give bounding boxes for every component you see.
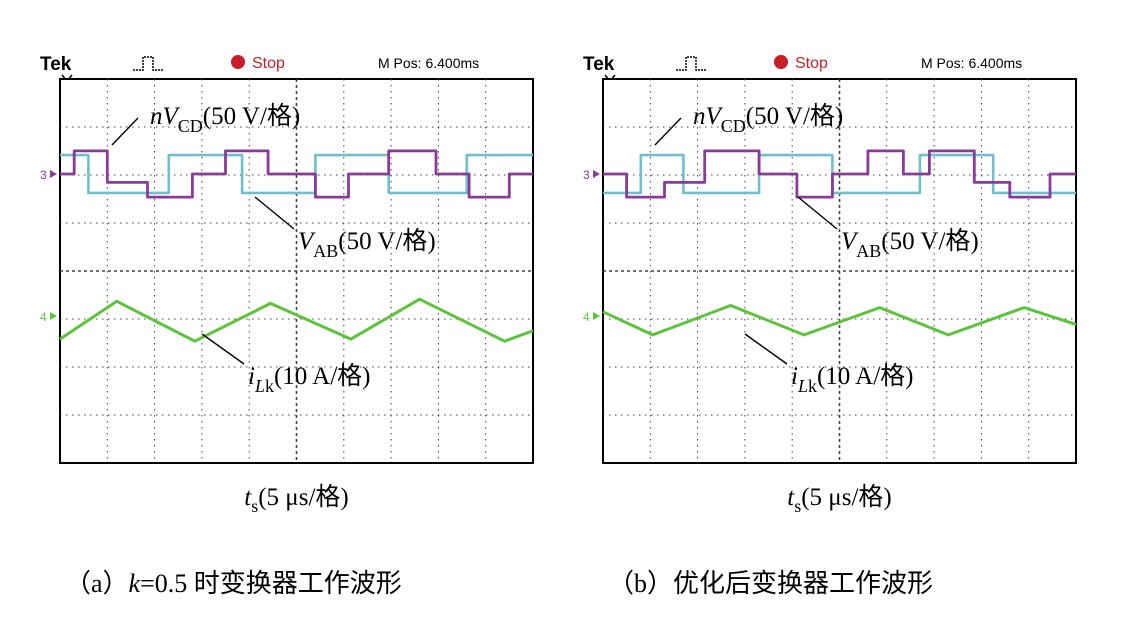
run-state-label: Stop	[252, 55, 285, 72]
ch4-marker: 4	[40, 310, 47, 324]
ch3-arrow-icon	[50, 170, 57, 178]
label-ncd: nVCD(50 V/格)	[693, 102, 843, 136]
vab-leader-line	[254, 196, 295, 230]
brand-logo: Tek	[40, 54, 72, 75]
trigger-pulse-icon	[133, 56, 163, 71]
trace-ncd	[603, 149, 1076, 199]
trigger-pulse-icon	[676, 56, 706, 71]
panel-b: Tek Stop M Pos: 6.400ms 3 4 nVCD(50 V/格) VAB(5…	[583, 54, 1077, 598]
ncd-leader-line	[111, 117, 139, 146]
mpos-readout: M Pos: 6.400ms	[921, 55, 1022, 71]
label-ilk: iLk(10 A/格)	[248, 362, 371, 396]
label-ilk: iLk(10 A/格)	[791, 362, 914, 396]
trace-ilk	[59, 297, 534, 343]
stop-indicator-icon	[231, 55, 245, 69]
ch4-arrow-icon	[50, 312, 57, 320]
caption-b: （b）优化后变换器工作波形	[608, 569, 933, 598]
mpos-readout: M Pos: 6.400ms	[378, 55, 479, 71]
ilk-leader-line	[201, 333, 245, 365]
x-axis-label: ts(5 μs/格)	[244, 483, 348, 516]
stop-indicator-icon	[774, 55, 788, 69]
grid	[603, 79, 1076, 463]
ch4-marker: 4	[583, 310, 590, 324]
ch3-arrow-icon	[593, 170, 600, 178]
trace-vab	[603, 153, 1076, 195]
panel-a: Tek Stop M Pos: 6.400ms 3 4 nVCD(50 V/格) VAB(5…	[40, 54, 534, 598]
label-ncd: nVCD(50 V/格)	[150, 102, 300, 136]
vab-leader-line	[797, 196, 838, 230]
trace-ncd	[60, 149, 533, 199]
run-state-label: Stop	[795, 55, 828, 72]
ch3-marker: 3	[583, 168, 590, 182]
ncd-leader-line	[654, 117, 682, 146]
x-axis-label: ts(5 μs/格)	[787, 483, 891, 516]
trace-ilk	[602, 304, 1077, 337]
ilk-leader-line	[744, 333, 788, 365]
label-vab: VAB(50 V/格)	[298, 227, 436, 261]
ch4-arrow-icon	[593, 312, 600, 320]
brand-logo: Tek	[583, 54, 615, 75]
trace-vab	[60, 153, 533, 195]
ch3-marker: 3	[40, 168, 47, 182]
grid	[60, 79, 533, 463]
caption-a: （a）k=0.5 时变换器工作波形	[65, 569, 402, 598]
label-vab: VAB(50 V/格)	[841, 227, 979, 261]
